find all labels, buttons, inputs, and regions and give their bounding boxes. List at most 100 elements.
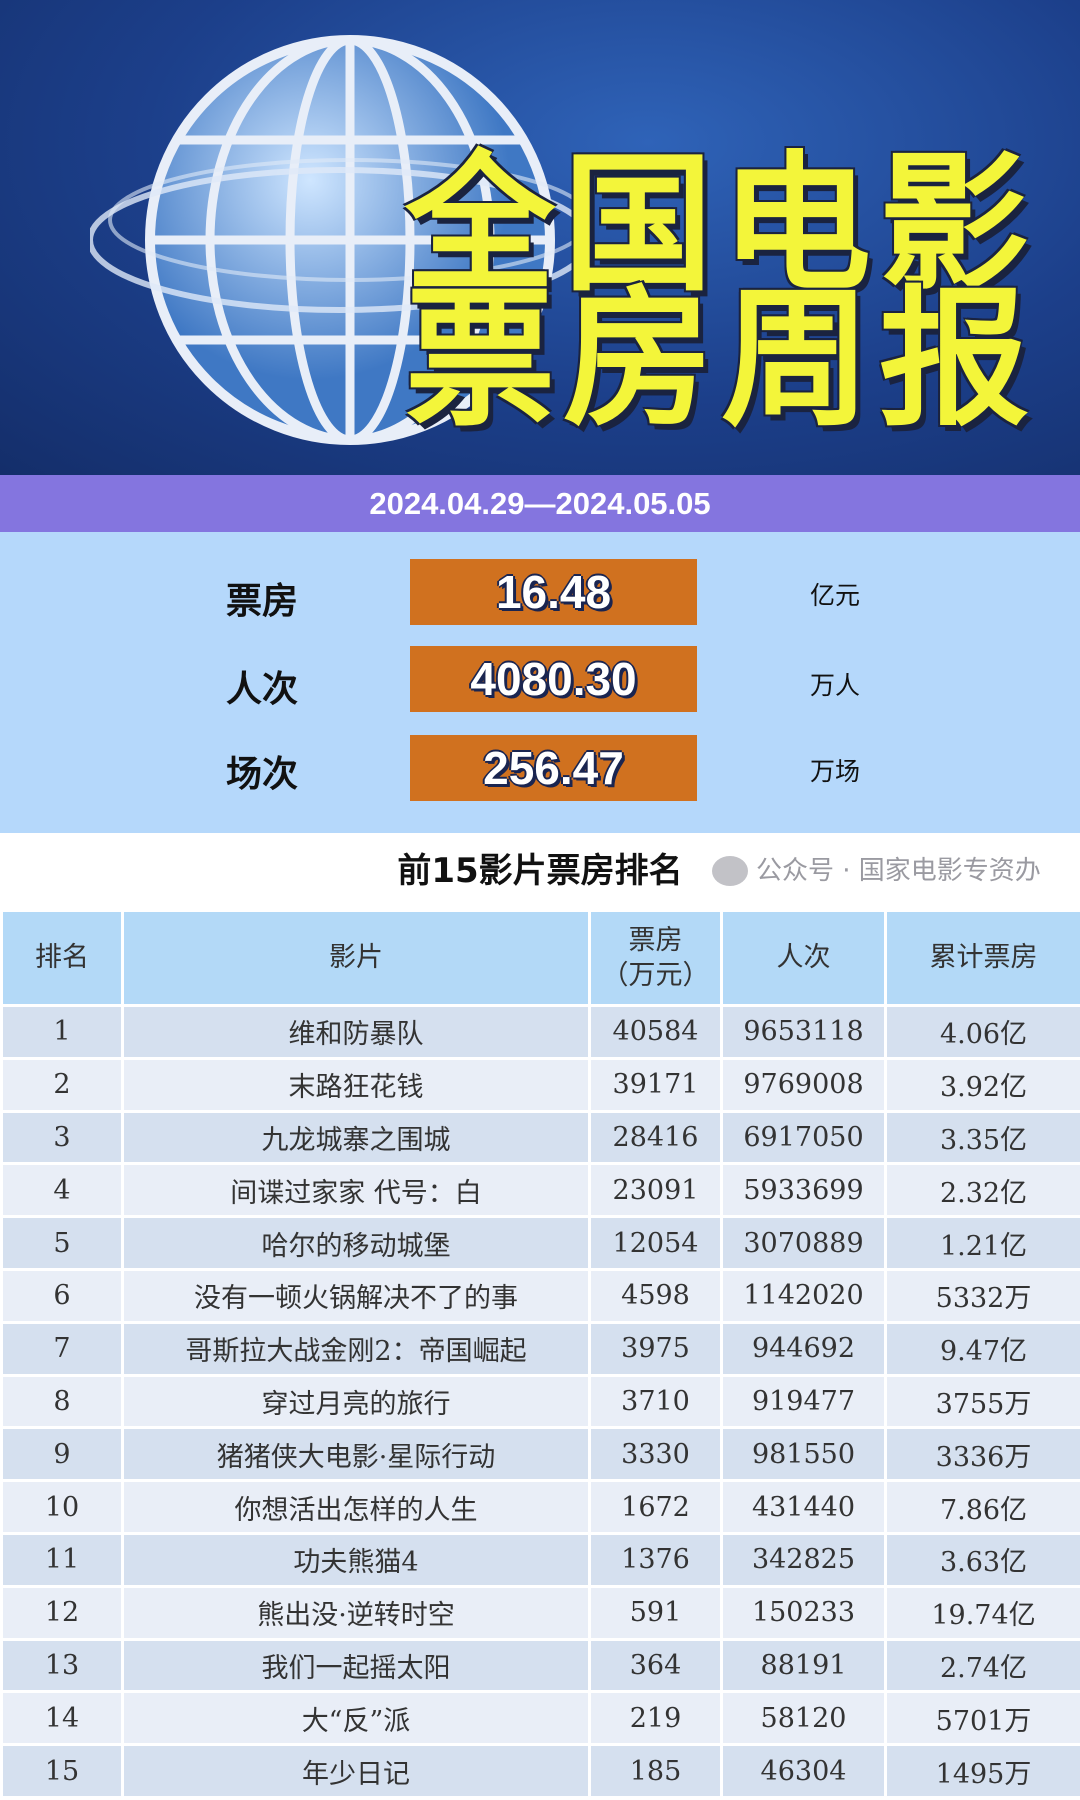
table-row: 7 哥斯拉大战金刚2：帝国崛起 3975 944692 9.47亿	[0, 1320, 1080, 1377]
cell-box-office: 591	[588, 1584, 723, 1641]
cell-rank: 12	[0, 1584, 124, 1641]
stat-unit-attendance: 万人	[810, 671, 861, 700]
cell-rank: 14	[0, 1690, 124, 1747]
cell-box-office: 1672	[588, 1479, 723, 1535]
watermark: 公众号 · 国家电影专资办	[712, 853, 1041, 889]
header-attendance: 人次	[720, 909, 887, 1007]
cell-film: 我们一起摇太阳	[121, 1637, 591, 1694]
cell-attendance: 46304	[720, 1743, 887, 1799]
header-film: 影片	[121, 909, 591, 1007]
table-row: 1 维和防暴队 40584 9653118 4.06亿	[0, 1004, 1080, 1060]
table-row: 10 你想活出怎样的人生 1672 431440 7.86亿	[0, 1479, 1080, 1535]
cell-rank: 1	[0, 1004, 124, 1060]
cell-rank: 4	[0, 1162, 124, 1219]
cell-box-office: 39171	[588, 1056, 723, 1113]
table-row: 13 我们一起摇太阳 364 88191 2.74亿	[0, 1637, 1080, 1694]
table-row: 4 间谍过家家 代号：白 23091 5933699 2.32亿	[0, 1162, 1080, 1219]
header-rank: 排名	[0, 909, 124, 1007]
table-row: 9 猪猪侠大电影·星际行动 3330 981550 3336万	[0, 1426, 1080, 1483]
table-row: 11 功夫熊猫4 1376 342825 3.63亿	[0, 1531, 1080, 1588]
table-row: 6 没有一顿火锅解决不了的事 4598 1142020 5332万	[0, 1267, 1080, 1324]
banner: 全国电影 票房周报	[0, 0, 1080, 475]
cell-film: 穿过月亮的旅行	[121, 1373, 591, 1430]
cell-box-office: 3975	[588, 1320, 723, 1377]
cell-rank: 10	[0, 1479, 124, 1535]
table-row: 5 哈尔的移动城堡 12054 3070889 1.21亿	[0, 1215, 1080, 1271]
cell-box-office: 3710	[588, 1373, 723, 1430]
cell-attendance: 431440	[720, 1479, 887, 1535]
cell-rank: 13	[0, 1637, 124, 1694]
table-header-row: 排名 影片 票房 （万元） 人次 累计票房	[0, 909, 1080, 1007]
cell-box-office: 1376	[588, 1531, 723, 1588]
banner-title-line2: 票房周报	[405, 273, 1038, 447]
cell-box-office: 185	[588, 1743, 723, 1799]
table-row: 15 年少日记 185 46304 1495万	[0, 1743, 1080, 1799]
cell-attendance: 1142020	[720, 1267, 887, 1324]
cell-attendance: 5933699	[720, 1162, 887, 1219]
table-row: 2 末路狂花钱 39171 9769008 3.92亿	[0, 1056, 1080, 1113]
stat-value-box-office: 16.48	[410, 559, 697, 625]
cell-cumulative: 3336万	[884, 1426, 1080, 1483]
cell-rank: 8	[0, 1373, 124, 1430]
stat-unit-screenings: 万场	[810, 757, 861, 786]
cell-film: 年少日记	[121, 1743, 591, 1799]
table-row: 3 九龙城寨之围城 28416 6917050 3.35亿	[0, 1109, 1080, 1166]
watermark-text: 公众号 · 国家电影专资办	[756, 856, 1041, 886]
table-row: 12 熊出没·逆转时空 591 150233 19.74亿	[0, 1584, 1080, 1641]
cell-cumulative: 1.21亿	[884, 1215, 1080, 1271]
cell-box-office: 364	[588, 1637, 723, 1694]
globe-icon	[90, 35, 593, 445]
cell-rank: 5	[0, 1215, 124, 1271]
cell-attendance: 88191	[720, 1637, 887, 1694]
header-cumulative: 累计票房	[884, 909, 1080, 1007]
cell-cumulative: 3.35亿	[884, 1109, 1080, 1166]
cell-box-office: 219	[588, 1690, 723, 1747]
cell-attendance: 9769008	[720, 1056, 887, 1113]
cell-cumulative: 7.86亿	[884, 1479, 1080, 1535]
stat-label-box-office: 票房	[225, 581, 298, 622]
cell-cumulative: 5332万	[884, 1267, 1080, 1324]
cell-film: 功夫熊猫4	[121, 1531, 591, 1588]
table-row: 8 穿过月亮的旅行 3710 919477 3755万	[0, 1373, 1080, 1430]
cell-attendance: 150233	[720, 1584, 887, 1641]
cell-film: 哈尔的移动城堡	[121, 1215, 591, 1271]
stat-label-attendance: 人次	[225, 669, 298, 710]
cell-cumulative: 9.47亿	[884, 1320, 1080, 1377]
header-box-office: 票房 （万元）	[588, 909, 723, 1007]
stat-value-screenings: 256.47	[410, 735, 697, 801]
cell-cumulative: 5701万	[884, 1690, 1080, 1747]
cell-cumulative: 3755万	[884, 1373, 1080, 1430]
date-range: 2024.04.29—2024.05.05	[0, 475, 1080, 532]
cell-rank: 15	[0, 1743, 124, 1799]
cell-cumulative: 3.92亿	[884, 1056, 1080, 1113]
stat-unit-box-office: 亿元	[810, 581, 861, 610]
cell-rank: 2	[0, 1056, 124, 1113]
cell-box-office: 12054	[588, 1215, 723, 1271]
cell-rank: 9	[0, 1426, 124, 1483]
cell-rank: 11	[0, 1531, 124, 1588]
cell-cumulative: 2.32亿	[884, 1162, 1080, 1219]
cell-attendance: 919477	[720, 1373, 887, 1430]
stats-panel: 票房 16.48 亿元 人次 4080.30 万人 场次 256.47 万场	[0, 532, 1080, 833]
cell-attendance: 6917050	[720, 1109, 887, 1166]
cell-rank: 3	[0, 1109, 124, 1166]
cell-film: 末路狂花钱	[121, 1056, 591, 1113]
stat-label-screenings: 场次	[225, 754, 298, 795]
cell-attendance: 3070889	[720, 1215, 887, 1271]
cell-film: 九龙城寨之围城	[121, 1109, 591, 1166]
cell-cumulative: 4.06亿	[884, 1004, 1080, 1060]
cell-box-office: 28416	[588, 1109, 723, 1166]
cell-cumulative: 1495万	[884, 1743, 1080, 1799]
cell-attendance: 944692	[720, 1320, 887, 1377]
table-row: 14 大“反”派 219 58120 5701万	[0, 1690, 1080, 1747]
banner-title-line1: 全国电影	[405, 138, 1038, 312]
ranking-table: 排名 影片 票房 （万元） 人次 累计票房 1 维和防暴队 40584 9653118 4.06…	[0, 909, 1080, 1799]
cell-rank: 7	[0, 1320, 124, 1377]
wechat-icon	[712, 856, 748, 886]
cell-attendance: 981550	[720, 1426, 887, 1483]
cell-cumulative: 19.74亿	[884, 1584, 1080, 1641]
cell-attendance: 9653118	[720, 1004, 887, 1060]
ranking-title: 前15影片票房排名	[397, 851, 683, 891]
cell-box-office: 40584	[588, 1004, 723, 1060]
cell-box-office: 23091	[588, 1162, 723, 1219]
